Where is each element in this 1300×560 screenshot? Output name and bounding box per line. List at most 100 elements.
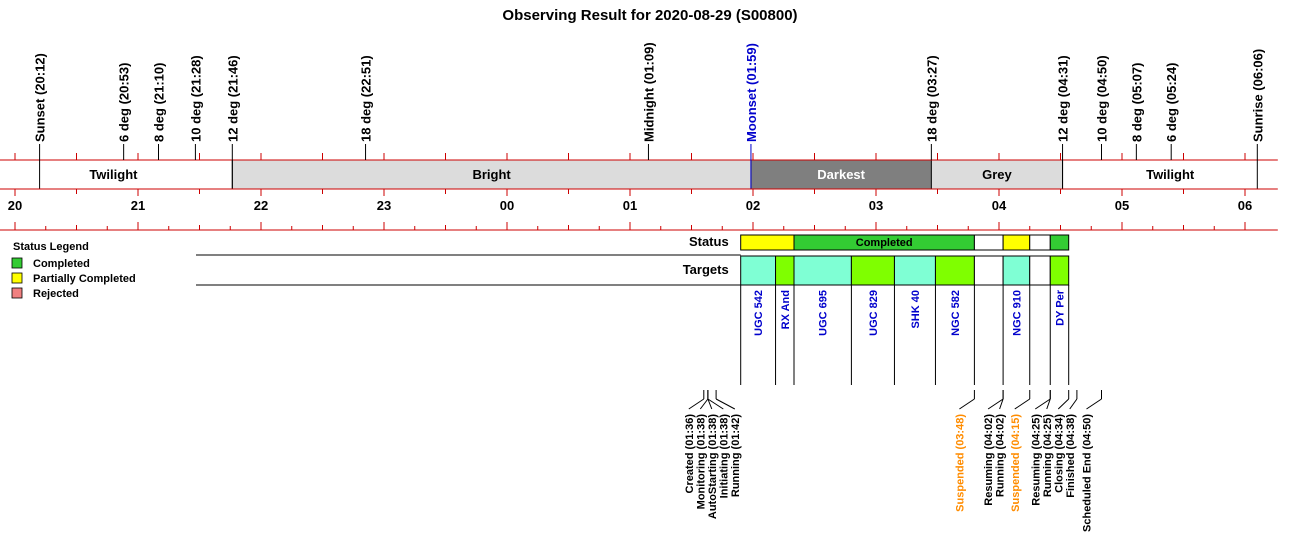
chart-title: Observing Result for 2020-08-29 (S00800) <box>502 7 797 24</box>
legend-item-0: Completed <box>33 258 90 270</box>
target-label-2: UGC 695 <box>818 290 830 336</box>
log-event-label-3: Initiating (01:38) <box>718 414 730 499</box>
hour-tick-label: 02 <box>746 198 760 213</box>
legend-swatch-2 <box>11 287 23 299</box>
hour-tick-label: 23 <box>377 198 391 213</box>
sky-event-label-3: 10 deg (21:28) <box>188 55 203 142</box>
legend-title: Status Legend <box>13 241 89 253</box>
target-label-0: UGC 542 <box>753 290 765 336</box>
sky-band-1 <box>232 160 751 189</box>
hour-tick-label: 03 <box>869 198 883 213</box>
target-label-7: NGC 910 <box>1011 290 1023 336</box>
target-label-5: NGC 582 <box>950 290 962 336</box>
log-event-label-4: Running (01:42) <box>730 414 742 497</box>
top-axis <box>0 153 1278 161</box>
status-target-rows: Status Targets Completed <box>196 234 1070 286</box>
legend-swatch-0 <box>11 257 23 269</box>
hour-tick-label: 01 <box>623 198 637 213</box>
log-event-leader-12 <box>1069 398 1078 410</box>
target-label-3: UGC 829 <box>868 290 880 336</box>
sky-event-label-5: 18 deg (22:51) <box>359 55 374 142</box>
log-event-leader-1 <box>699 398 709 410</box>
target-bar-1 <box>775 255 795 286</box>
hour-tick-label: 05 <box>1115 198 1129 213</box>
target-bar-8 <box>1029 255 1051 286</box>
log-event-label-0: Created (01:36) <box>684 414 696 494</box>
log-event-leader-9 <box>1034 398 1051 410</box>
status-legend: Status Legend Completed Partially Complete… <box>11 241 136 300</box>
targets-row-label: Targets <box>683 262 729 277</box>
log-event-label-13: Scheduled End (04:50) <box>1082 414 1094 532</box>
status-segment-4 <box>1029 234 1051 251</box>
status-segment-5 <box>1049 234 1070 251</box>
hour-axis: 20 21 22 23 00 01 02 03 04 05 06 <box>0 188 1278 231</box>
sky-band-3 <box>931 160 1063 189</box>
target-bar-9 <box>1049 255 1070 286</box>
hour-tick-label: 21 <box>131 198 145 213</box>
hour-tick-label: 06 <box>1238 198 1252 213</box>
sky-band-2 <box>750 160 932 189</box>
sky-band-label-3: Grey <box>982 167 1012 182</box>
sky-band-label-0: Twilight <box>89 167 138 182</box>
target-label-1: RX And <box>780 290 792 329</box>
status-segment-3 <box>1002 234 1031 251</box>
target-label-9: DY Per <box>1054 289 1066 326</box>
log-event-leader-6 <box>987 398 1004 410</box>
sky-event-label-10: 10 deg (04:50) <box>1095 55 1110 142</box>
log-event-leader-2 <box>707 398 713 410</box>
log-event-label-1: Monitoring (01:38) <box>695 414 707 510</box>
log-event-label-2: AutoStarting (01:38) <box>707 414 719 519</box>
status-row-label: Status <box>689 234 729 249</box>
log-event-leader-0 <box>688 398 705 410</box>
sky-event-label-12: 6 deg (05:24) <box>1164 63 1179 142</box>
log-event-label-5: Suspended (03:48) <box>954 414 966 512</box>
sky-event-label-2: 8 deg (21:10) <box>152 63 167 142</box>
target-bar-2 <box>793 255 852 286</box>
status-segment-2 <box>973 234 1004 251</box>
status-segment-label: Completed <box>856 237 913 249</box>
sky-event-label-7: Moonset (01:59) <box>744 43 759 142</box>
log-event-leader-3 <box>707 398 724 410</box>
log-event-label-6: Resuming (04:02) <box>983 414 995 506</box>
sky-band-4 <box>1062 160 1278 189</box>
sky-band-label-1: Bright <box>472 167 511 182</box>
status-segment-0 <box>740 234 795 251</box>
sky-band-label-4: Twilight <box>1146 167 1195 182</box>
log-event-leader-4 <box>715 398 736 410</box>
legend-item-2: Rejected <box>33 288 79 300</box>
log-event-leader-7 <box>999 398 1004 410</box>
sky-event-label-11: 8 deg (05:07) <box>1129 63 1144 142</box>
sky-event-label-9: 12 deg (04:31) <box>1056 55 1071 142</box>
log-events: Created (01:36) Monitoring (01:38) AutoSta… <box>684 390 1102 532</box>
legend-swatch-1 <box>11 272 23 284</box>
sky-event-label-8: 18 deg (03:27) <box>924 55 939 142</box>
sky-event-label-13: Sunrise (06:06) <box>1250 49 1265 142</box>
hour-tick-label: 00 <box>500 198 514 213</box>
target-bar-3 <box>850 255 895 286</box>
sky-event-label-0: Sunset (20:12) <box>33 53 48 142</box>
target-bar-6 <box>973 255 1004 286</box>
target-bar-5 <box>934 255 975 286</box>
log-event-label-12: Finished (04:38) <box>1065 414 1077 498</box>
log-event-leader-5 <box>959 398 975 410</box>
sky-bands: Twilight Bright Darkest Grey Twilight <box>0 160 1278 189</box>
log-event-leader-11 <box>1057 398 1070 410</box>
sky-events: Sunset (20:12) 6 deg (20:53) 8 deg (21:10)… <box>33 42 1265 189</box>
log-event-label-8: Suspended (04:15) <box>1010 414 1022 512</box>
sky-event-label-6: Midnight (01:09) <box>641 42 656 142</box>
log-event-leader-10 <box>1046 398 1051 410</box>
log-event-label-11: Closing (04:34) <box>1053 414 1065 493</box>
target-bar-0 <box>740 255 777 286</box>
sky-event-label-1: 6 deg (20:53) <box>117 63 132 142</box>
sky-band-0 <box>0 160 233 189</box>
hour-tick-label: 22 <box>254 198 268 213</box>
target-bar-4 <box>893 255 936 286</box>
hour-tick-label: 20 <box>8 198 22 213</box>
log-event-leader-8 <box>1014 398 1031 410</box>
target-label-4: SHK 40 <box>910 290 922 329</box>
sky-event-label-4: 12 deg (21:46) <box>225 55 240 142</box>
sky-band-label-2: Darkest <box>817 167 865 182</box>
targets: UGC 542 RX And UGC 695 UGC 829 SHK 40 NGC 582… <box>740 255 1070 385</box>
log-event-label-10: Running (04:25) <box>1042 414 1054 497</box>
